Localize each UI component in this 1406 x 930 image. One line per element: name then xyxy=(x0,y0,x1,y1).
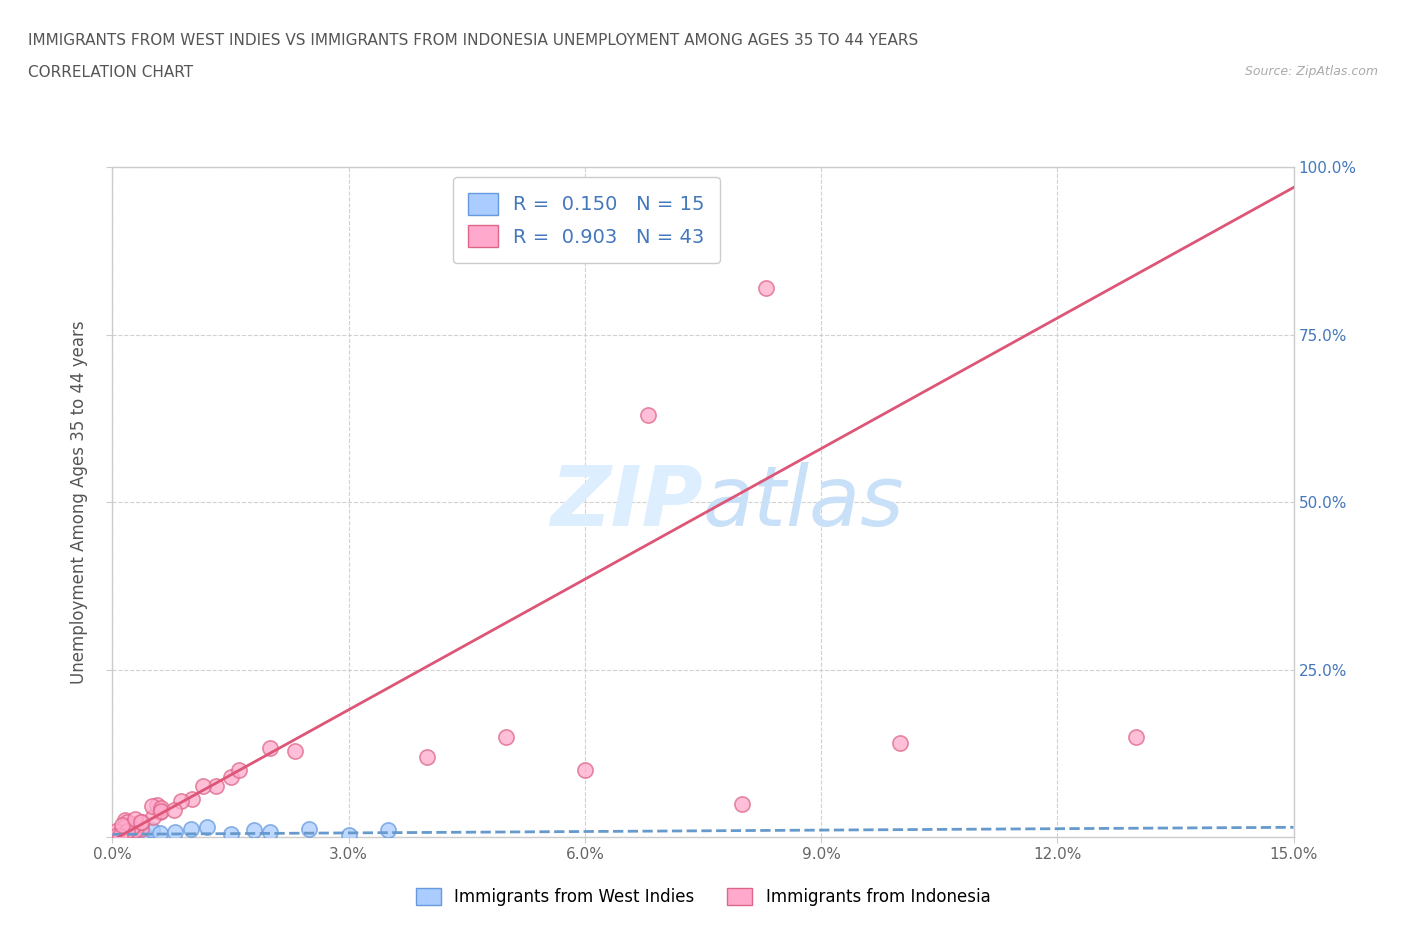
Point xyxy=(129,822,152,837)
Point xyxy=(125,825,148,840)
Point xyxy=(124,817,146,831)
Point xyxy=(149,804,172,819)
Point xyxy=(132,827,155,842)
Point xyxy=(105,829,128,844)
Legend: R =  0.150   N = 15, R =  0.903   N = 43: R = 0.150 N = 15, R = 0.903 N = 43 xyxy=(453,177,720,263)
Point xyxy=(337,828,360,843)
Point xyxy=(163,803,186,817)
Text: Source: ZipAtlas.com: Source: ZipAtlas.com xyxy=(1244,65,1378,78)
Text: atlas: atlas xyxy=(703,461,904,543)
Point xyxy=(889,736,911,751)
Point xyxy=(755,281,778,296)
Point xyxy=(124,812,146,827)
Point xyxy=(298,821,321,836)
Point xyxy=(259,740,281,755)
Point xyxy=(191,778,214,793)
Point xyxy=(108,825,131,840)
Point xyxy=(114,813,136,828)
Point xyxy=(108,829,131,844)
Point xyxy=(105,829,128,844)
Point xyxy=(228,763,250,777)
Text: CORRELATION CHART: CORRELATION CHART xyxy=(28,65,193,80)
Point xyxy=(205,778,228,793)
Point xyxy=(574,763,596,777)
Point xyxy=(180,821,202,836)
Point xyxy=(149,826,172,841)
Point xyxy=(117,828,139,843)
Point xyxy=(284,743,307,758)
Point xyxy=(731,796,754,811)
Point xyxy=(637,407,659,422)
Point xyxy=(146,797,169,812)
Point xyxy=(495,729,517,744)
Point xyxy=(129,815,152,830)
Point xyxy=(259,824,281,839)
Text: IMMIGRANTS FROM WEST INDIES VS IMMIGRANTS FROM INDONESIA UNEMPLOYMENT AMONG AGES: IMMIGRANTS FROM WEST INDIES VS IMMIGRANT… xyxy=(28,33,918,47)
Point xyxy=(150,801,173,816)
Text: ZIP: ZIP xyxy=(550,461,703,543)
Legend: Immigrants from West Indies, Immigrants from Indonesia: Immigrants from West Indies, Immigrants … xyxy=(409,881,997,912)
Point xyxy=(141,798,163,813)
Point xyxy=(131,815,153,830)
Point xyxy=(1125,729,1147,744)
Point xyxy=(121,822,143,837)
Point xyxy=(243,823,266,838)
Point xyxy=(117,814,139,829)
Point xyxy=(110,826,132,841)
Y-axis label: Unemployment Among Ages 35 to 44 years: Unemployment Among Ages 35 to 44 years xyxy=(70,321,89,684)
Point xyxy=(221,769,243,784)
Point xyxy=(111,817,134,832)
Point xyxy=(124,823,146,838)
Point xyxy=(112,819,135,834)
Point xyxy=(219,826,242,841)
Point xyxy=(195,819,218,834)
Point xyxy=(115,824,138,839)
Point xyxy=(121,819,143,834)
Point xyxy=(165,824,187,839)
Point xyxy=(105,824,128,839)
Point xyxy=(170,793,193,808)
Point xyxy=(181,791,204,806)
Point xyxy=(416,750,439,764)
Point xyxy=(141,823,163,838)
Point xyxy=(150,804,173,818)
Point xyxy=(377,823,399,838)
Point xyxy=(120,821,142,836)
Point xyxy=(142,810,165,825)
